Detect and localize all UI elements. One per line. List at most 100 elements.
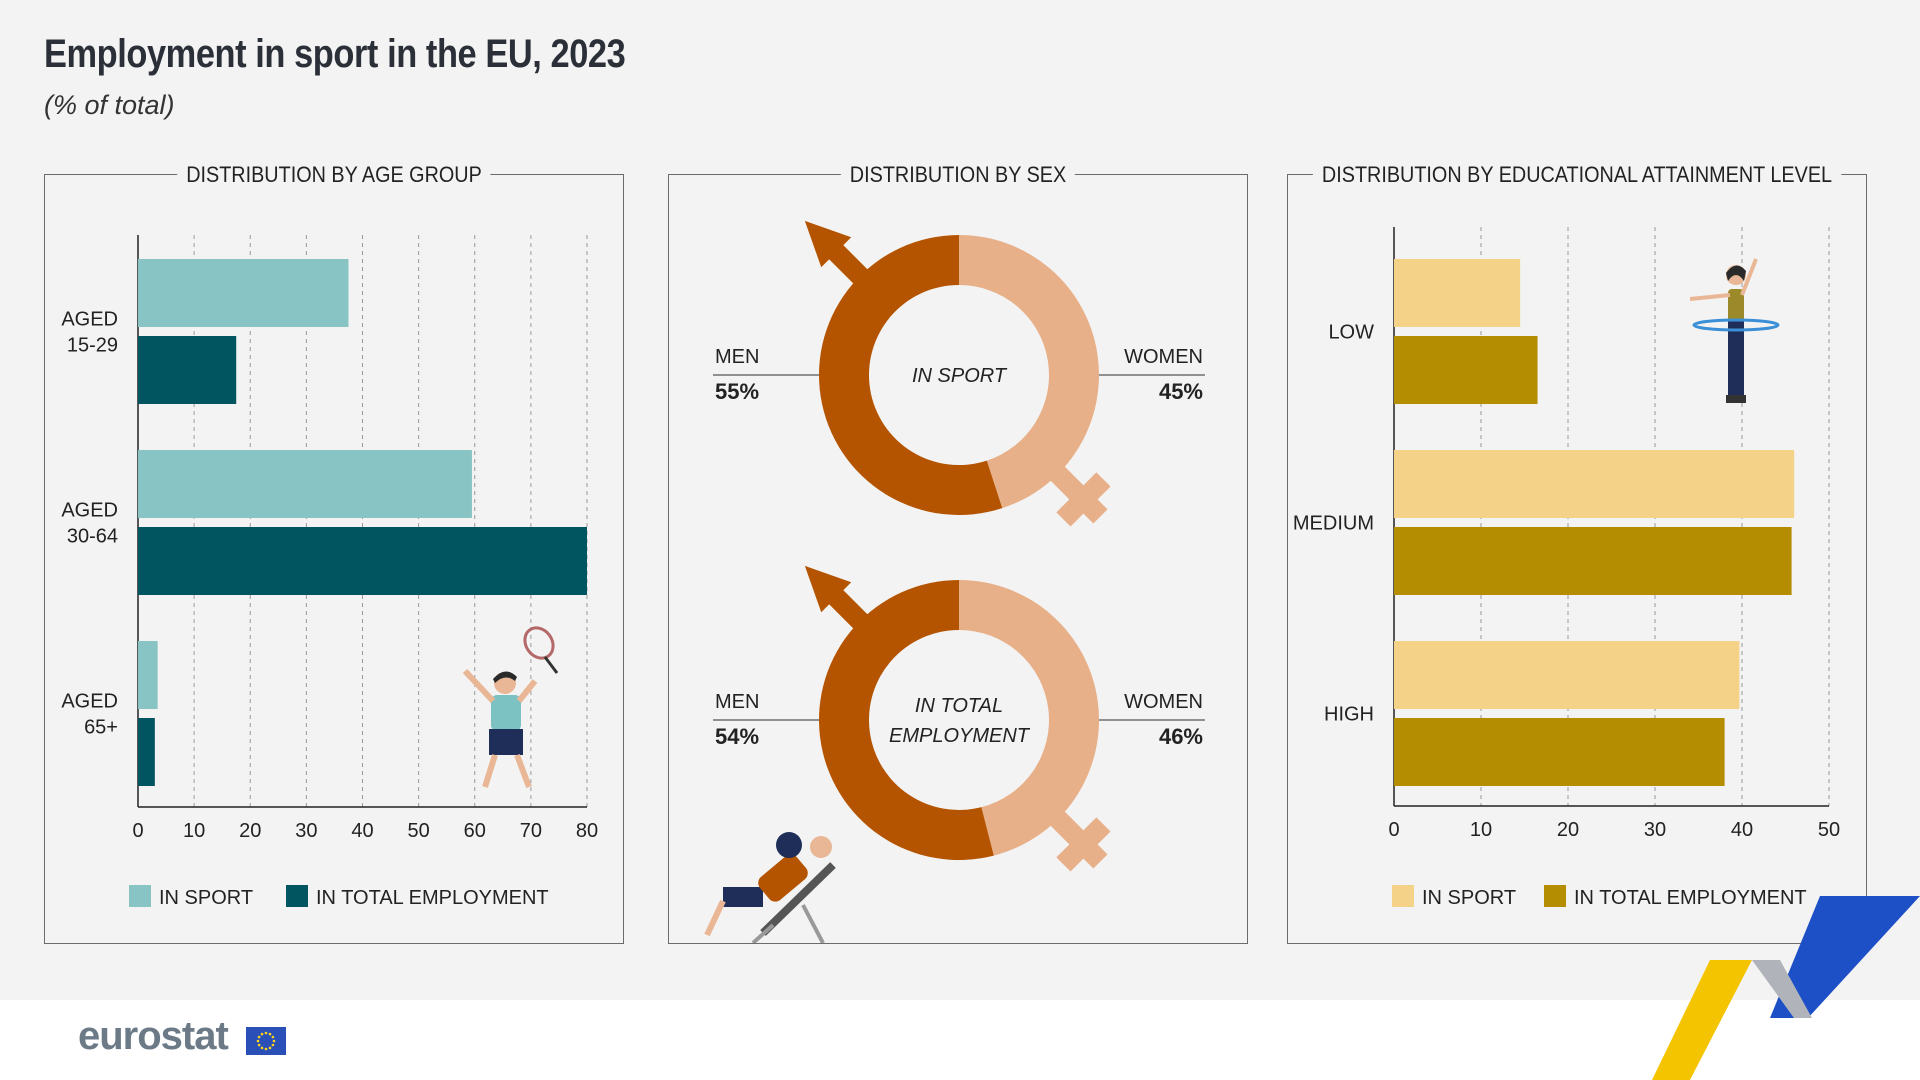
category-label: HIGH: [1324, 704, 1374, 726]
education-panel-title: DISTRIBUTION BY EDUCATIONAL ATTAINMENT L…: [1312, 160, 1842, 190]
x-tick-label: 80: [576, 820, 598, 842]
male-symbol-icon: [804, 565, 871, 632]
bar: [1394, 641, 1740, 709]
legend-label: IN TOTAL EMPLOYMENT: [1574, 887, 1807, 909]
dancer-arm: [1689, 293, 1731, 301]
bench-leg: [801, 904, 825, 944]
slice-label-men: MEN: [715, 691, 759, 713]
player-shorts: [489, 729, 523, 755]
legend-swatch: [286, 885, 308, 907]
bar: [138, 527, 587, 595]
slice-label-women: WOMEN: [1124, 346, 1203, 368]
category-label: AGED: [61, 691, 118, 713]
donut-slice-men: [819, 580, 994, 860]
slice-value-men: 54%: [715, 724, 759, 749]
slice-label-women: WOMEN: [1124, 691, 1203, 713]
x-tick-label: 50: [1818, 819, 1840, 841]
bar: [138, 450, 472, 518]
age-panel: 0 10 20 30 40 50 60 70 80 AGED 15-29 AGED 30-64 AGED 6…: [44, 174, 624, 944]
donut-center-label: EMPLOYMENT: [889, 725, 1031, 747]
x-tick-label: 40: [351, 820, 373, 842]
x-tick-label: 40: [1731, 819, 1753, 841]
bar: [138, 641, 158, 709]
dancer-shoes: [1726, 395, 1746, 403]
page-subtitle: (% of total): [44, 90, 175, 120]
donut-center-label: IN TOTAL: [915, 695, 1003, 717]
dancer-arm: [1740, 258, 1758, 296]
x-tick-label: 30: [1644, 819, 1666, 841]
donut-slice-women: [959, 235, 1099, 509]
female-symbol-icon: [1047, 463, 1111, 527]
male-arrow-head: [804, 220, 852, 268]
female-symbol-icon: [1047, 808, 1111, 872]
player-arm: [516, 679, 538, 703]
slice-label-men: MEN: [715, 346, 759, 368]
eurostat-logo: eurostat: [78, 1014, 229, 1058]
donut-center-label: IN SPORT: [912, 365, 1008, 387]
bench-back: [760, 862, 836, 936]
x-tick-label: 10: [183, 820, 205, 842]
player-shirt: [491, 695, 521, 731]
male-arrow-head: [804, 565, 852, 613]
age-chart: 0 10 20 30 40 50 60 70 80 AGED 15-29 AGED 30-64 AGED 6…: [61, 235, 598, 909]
category-label: 30-64: [67, 526, 118, 548]
page-title: Employment in sport in the EU, 2023: [44, 32, 626, 76]
legend-swatch: [129, 885, 151, 907]
lifter-head: [810, 836, 832, 858]
x-tick-label: 0: [132, 820, 143, 842]
category-label: 65+: [84, 717, 118, 739]
bench-leg: [751, 923, 775, 945]
slice-value-men: 55%: [715, 379, 759, 404]
donut-slice-women: [959, 580, 1099, 856]
legend-label: IN TOTAL EMPLOYMENT: [316, 887, 549, 909]
legend-label: IN SPORT: [159, 887, 253, 909]
eurostat-ribbon-icon: [1652, 896, 1920, 1080]
x-tick-label: 10: [1470, 819, 1492, 841]
slice-value-women: 46%: [1159, 724, 1203, 749]
bar: [138, 718, 155, 786]
education-panel: 0 10 20 30 40 50 LOW MEDIUM HIGH IN SPORT IN TOTAL…: [1287, 174, 1867, 944]
racket-handle: [543, 656, 559, 674]
sex-panel-title: DISTRIBUTION BY SEX: [840, 160, 1076, 190]
dancer-legs: [1728, 321, 1744, 395]
female-cross-bar: [1056, 817, 1111, 872]
category-label: 15-29: [67, 335, 118, 357]
education-chart: 0 10 20 30 40 50 LOW MEDIUM HIGH IN SPORT IN TOTAL…: [1293, 227, 1840, 909]
bar: [1394, 527, 1792, 595]
weightlifter-icon: [704, 832, 836, 945]
dancer-top: [1728, 289, 1744, 323]
player-arm: [462, 668, 496, 704]
age-panel-title: DISTRIBUTION BY AGE GROUP: [177, 160, 491, 190]
tennis-player-icon: [462, 626, 559, 789]
x-tick-label: 60: [464, 820, 486, 842]
bar: [138, 336, 237, 404]
hula-hoop: [1692, 318, 1780, 332]
lifter-shirt: [758, 854, 808, 902]
bar: [1394, 259, 1521, 327]
category-label: MEDIUM: [1293, 513, 1374, 535]
player-leg: [482, 754, 498, 788]
slice-value-women: 45%: [1159, 379, 1203, 404]
legend-label: IN SPORT: [1422, 887, 1516, 909]
player-leg: [514, 753, 532, 789]
x-tick-label: 30: [295, 820, 317, 842]
male-symbol-icon: [804, 220, 871, 287]
bar: [1394, 718, 1725, 786]
bar: [138, 259, 349, 327]
sex-panel: IN SPORT MEN 55% WOMEN 45% IN TOTAL EMPLOYMENT…: [668, 174, 1248, 945]
x-tick-label: 70: [520, 820, 542, 842]
footer-band: [0, 1000, 1920, 1080]
category-label: AGED: [61, 500, 118, 522]
donut-slice-men: [819, 235, 1003, 515]
legend-swatch: [1392, 885, 1414, 907]
x-tick-label: 50: [408, 820, 430, 842]
legend-swatch: [1544, 885, 1566, 907]
racket-head: [523, 626, 555, 660]
dancer-hair: [1726, 265, 1746, 281]
sex-chart: IN SPORT MEN 55% WOMEN 45% IN TOTAL EMPLOYMENT…: [704, 220, 1205, 945]
lifter-leg: [704, 899, 726, 937]
hula-hoop-dancer-icon: [1689, 258, 1780, 403]
dumbbell-plate: [776, 832, 802, 858]
eu-flag-icon: [246, 1027, 286, 1055]
x-tick-label: 0: [1388, 819, 1399, 841]
